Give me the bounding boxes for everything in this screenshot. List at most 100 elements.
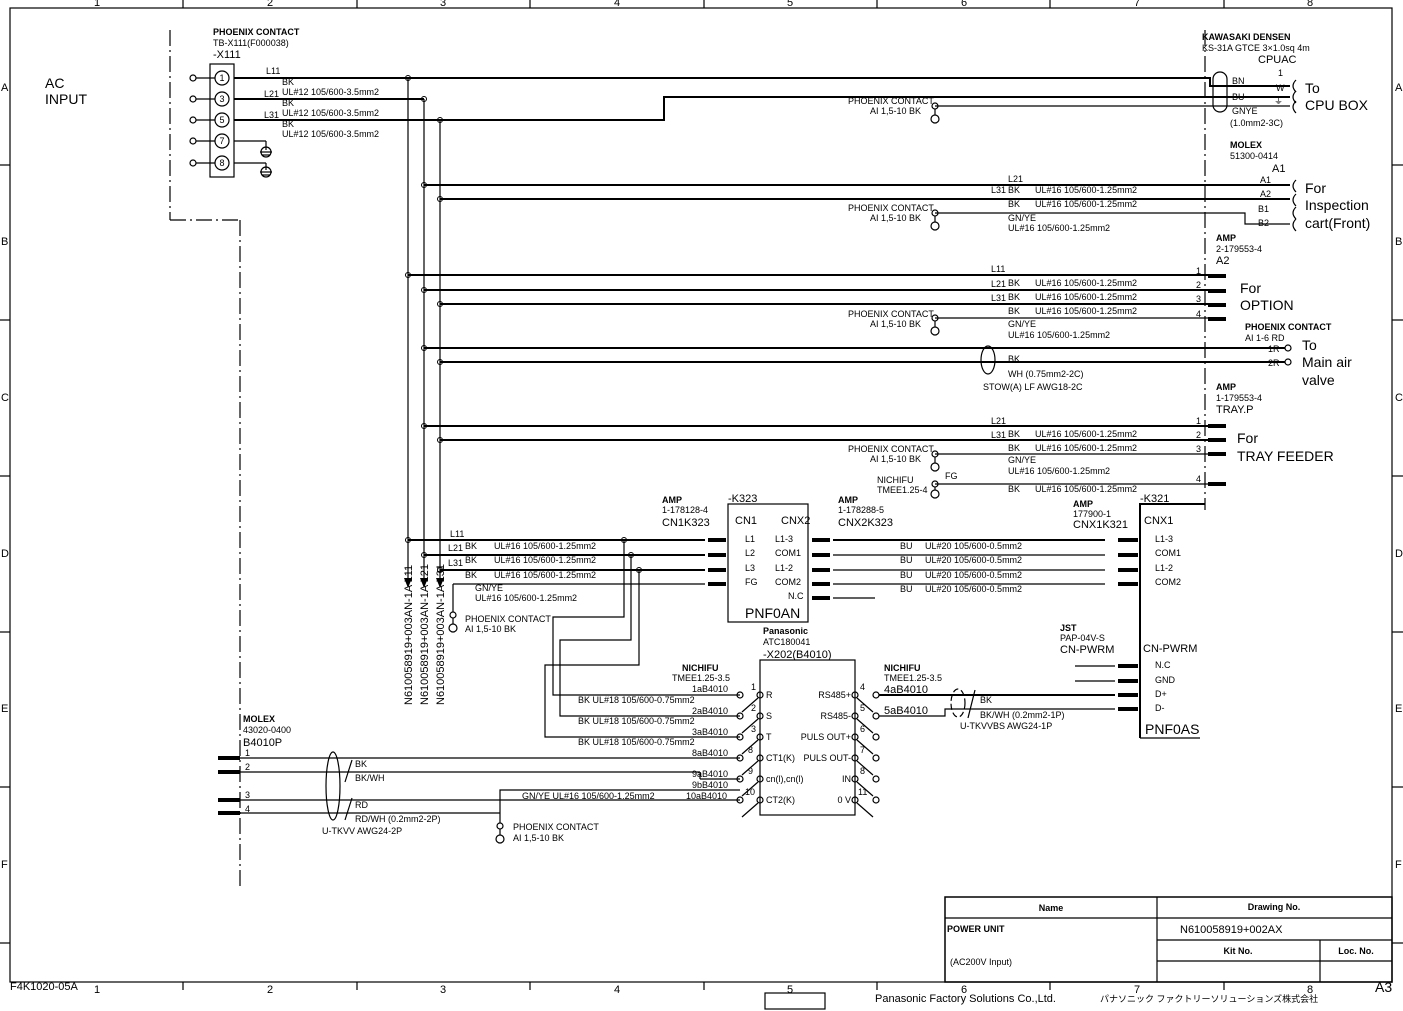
diagram-line <box>448 623 458 633</box>
diagram-label: RD <box>355 800 368 810</box>
diagram-line <box>234 77 1290 87</box>
diagram-label: PNF0AS <box>1145 721 1199 737</box>
diagram-line <box>189 116 197 124</box>
power-wires <box>234 75 1290 738</box>
diagram-line <box>1292 79 1297 93</box>
diagram-label: FG <box>745 577 758 587</box>
diagram-label: AI 1,5-10 BK <box>465 624 516 634</box>
diagram-line <box>496 822 504 830</box>
diagram-label: AMP <box>662 495 682 505</box>
diagram-line <box>856 718 874 734</box>
diagram-label: BK <box>282 119 294 129</box>
diagram-label: L31 <box>991 185 1006 195</box>
diagram-label: U-TKVVBS AWG24-1P <box>960 721 1052 731</box>
diagram-line <box>189 95 197 103</box>
diagram-label: A1 <box>1260 175 1271 185</box>
diagram-line <box>1292 179 1297 193</box>
diagram-label: A2 <box>1216 255 1229 267</box>
diagram-label: 2 <box>245 762 250 772</box>
diagram-line <box>559 555 740 717</box>
diagram-label: 4 <box>614 984 620 996</box>
diagram-label: -X111 <box>213 49 241 61</box>
diagram-label: PHOENIX CONTACT <box>848 203 934 213</box>
diagram-label: UL#16 105/600-1.25mm2 <box>1035 292 1137 302</box>
diagram-label: STOW(A) LF AWG18-2C <box>983 382 1083 392</box>
diagram-label: BK <box>1008 429 1020 439</box>
diagram-label: 3aB4010 <box>692 727 728 737</box>
diagram-line <box>736 733 744 741</box>
diagram-label: BU <box>900 541 913 551</box>
diagram-line <box>1208 424 1226 486</box>
diagram-label: BK UL#18 105/600-0.75mm2 <box>578 716 695 726</box>
diagram-label: BN <box>1232 76 1245 86</box>
diagram-label: 177900-1 <box>1073 509 1111 519</box>
diagram-label: 4 <box>1196 309 1201 319</box>
diagram-label: B <box>1 236 8 248</box>
diagram-label: Main air <box>1302 354 1352 370</box>
diagram-label: CNX2 <box>781 515 810 527</box>
diagram-label: CPU BOX <box>1305 97 1369 113</box>
diagram-label: UL#20 105/600-0.5mm2 <box>925 584 1022 594</box>
diagram-line: 1 3 5 7 8 <box>219 73 224 168</box>
diagram-label: CT2(K) <box>766 795 795 805</box>
diagram-label: D- <box>1155 703 1165 713</box>
diagram-label: 4 <box>1196 474 1201 484</box>
diagram-label: B2 <box>1258 218 1269 228</box>
diagram-line <box>405 75 411 81</box>
diagram-label: N610058919+003AN-1A L21 <box>419 564 431 705</box>
diagram-line <box>1212 71 1228 113</box>
diagram-label: AMP <box>1216 382 1236 392</box>
diagram-line <box>759 659 856 816</box>
diagram-label: 4 <box>860 682 865 692</box>
diagram-label: NICHIFU <box>884 663 921 673</box>
diagram-label: F <box>1395 859 1402 871</box>
diagram-label: 2-179553-4 <box>1216 244 1262 254</box>
diagram-line <box>260 166 272 178</box>
diagram-label: L11 <box>450 529 464 539</box>
diagram-line: L21 L31 BK UL#16 105/600-1.25mm2 BK UL#16 10… <box>877 416 1201 495</box>
diagram-label: TMEE1.25-3.5 <box>672 673 730 683</box>
diagram-label: PAP-04V-S <box>1060 633 1105 643</box>
diagram-label: BU <box>900 584 913 594</box>
diagram-line <box>344 797 353 821</box>
diagram-label: CN1K323 <box>662 517 710 529</box>
diagram-label: B4010P <box>243 737 282 749</box>
ground-icon <box>448 102 940 844</box>
diagram-label: L21 <box>1008 174 1023 184</box>
diagram-line <box>1292 100 1297 114</box>
diagram-label: BK UL#18 105/600-0.75mm2 <box>578 737 695 747</box>
diagram-line <box>189 74 197 82</box>
diagram-label: D <box>1 548 9 560</box>
diagram-label: UL#20 105/600-0.5mm2 <box>925 555 1022 565</box>
diagram-label: CN-PWRM <box>1060 644 1114 656</box>
diagram-line <box>872 691 880 699</box>
diagram-label: PNF0AN <box>745 605 800 621</box>
diagram-line <box>344 759 353 783</box>
diagram-label: BU <box>900 555 913 565</box>
diagram-label: 3 <box>1196 444 1201 454</box>
diagram-line <box>421 96 427 102</box>
diagram-label: UL#16 105/600-1.25mm2 <box>1008 223 1110 233</box>
diagram-line <box>0 0 1403 990</box>
diagram-label: A1 <box>1272 163 1285 175</box>
diagram-label: 7 <box>860 745 865 755</box>
diagram-line <box>1292 206 1297 220</box>
diagram-label: L3 <box>745 563 755 573</box>
diagram-label: GN/YE <box>1008 319 1036 329</box>
diagram-line <box>856 739 874 755</box>
diagram-label: 7 <box>1134 984 1140 996</box>
k323-feed-labels: L11 L21 L31 BK UL#16 105/600-1.25mm2 BK UL#1… <box>448 529 596 603</box>
diagram-label: BK <box>1008 306 1020 316</box>
diagram-label: cart(Front) <box>1305 215 1370 231</box>
diagram-label: BU <box>900 570 913 580</box>
diagram-label: BK <box>1008 292 1020 302</box>
diagram-label: GN/YE <box>1008 455 1036 465</box>
diagram-label: COM2 <box>775 577 801 587</box>
diagram-label: UL#16 105/600-1.25mm2 <box>1035 429 1137 439</box>
diagram-label: PHOENIX CONTACT <box>1245 322 1332 332</box>
diagram-label: BK/WH <box>355 773 385 783</box>
diagram-label: PHOENIX CONTACT <box>465 614 551 624</box>
